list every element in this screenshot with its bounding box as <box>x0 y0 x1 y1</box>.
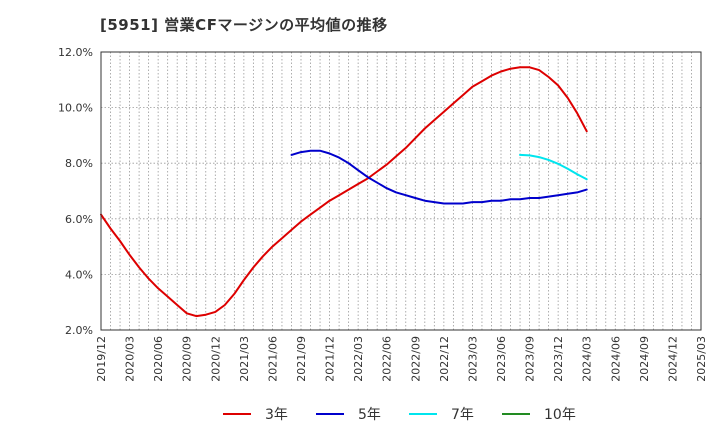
x-tick-label: 2023/12 <box>552 336 565 382</box>
x-tick-label: 2022/06 <box>381 336 394 382</box>
x-tick-label: 2023/09 <box>524 336 537 382</box>
x-tick-label: 2021/09 <box>295 336 308 382</box>
x-tick-label: 2021/12 <box>324 336 337 382</box>
x-tick-label: 2019/12 <box>95 336 108 382</box>
x-tick-label: 2020/03 <box>124 336 137 382</box>
y-tick-label: 12.0% <box>58 46 93 59</box>
x-tick-label: 2021/03 <box>238 336 251 382</box>
x-tick-label: 2024/09 <box>638 336 651 382</box>
axes: 2.0% 4.0% 6.0% 8.0% 10.0% 12.0% 2019/12 2020/03… <box>58 46 708 382</box>
x-tick-label: 2020/06 <box>152 336 165 382</box>
y-tick-label: 2.0% <box>65 324 93 337</box>
series-line-2 <box>290 149 588 205</box>
y-tick-label: 6.0% <box>65 213 93 226</box>
x-tick-label: 2024/06 <box>609 336 622 382</box>
series-line-1 <box>100 66 588 318</box>
x-tick-label: 2022/09 <box>409 336 422 382</box>
legend: 3年 5年 7年 10年 <box>223 407 576 423</box>
series-lines <box>100 66 588 318</box>
y-tick-label: 4.0% <box>65 268 93 281</box>
x-tick-label: 2024/12 <box>666 336 679 382</box>
y-tick-label: 10.0% <box>58 102 93 115</box>
x-tick-label: 2024/03 <box>581 336 594 382</box>
x-tick-label: 2020/12 <box>209 336 222 382</box>
chart-title: [5951] 営業CFマージンの平均値の推移 <box>100 16 388 34</box>
series-line-3 <box>519 153 588 181</box>
x-tick-label: 2022/03 <box>352 336 365 382</box>
x-tick-label: 2023/06 <box>495 336 508 382</box>
plot-border <box>100 51 702 331</box>
x-tick-label: 2022/12 <box>438 336 451 382</box>
y-tick-label: 8.0% <box>65 157 93 170</box>
grid-lines <box>100 51 702 331</box>
legend-label: 3年 <box>265 407 288 423</box>
legend-label: 5年 <box>358 407 381 423</box>
x-tick-label: 2021/06 <box>266 336 279 382</box>
x-tick-label: 2025/03 <box>695 336 708 382</box>
legend-label: 10年 <box>544 407 576 423</box>
x-tick-label: 2020/09 <box>181 336 194 382</box>
legend-label: 7年 <box>451 407 474 423</box>
x-tick-label: 2023/03 <box>466 336 479 382</box>
